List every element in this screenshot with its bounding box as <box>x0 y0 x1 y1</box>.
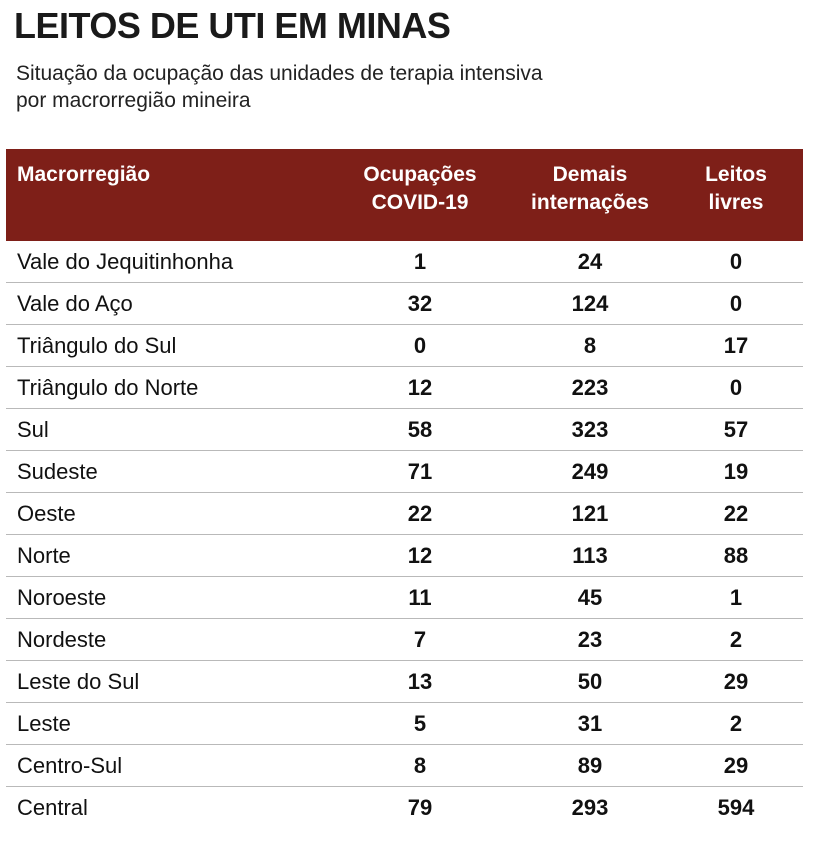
cell-demais-internacoes: 121 <box>511 492 669 535</box>
header-ocupacoes-covid: Ocupações COVID-19 <box>329 149 511 241</box>
cell-macrorregiao: Norte <box>6 534 329 577</box>
icu-beds-table: Macrorregião Ocupações COVID-19 Demais i… <box>6 149 803 828</box>
cell-leitos-livres: 0 <box>669 366 803 409</box>
cell-ocupacoes-covid: 12 <box>329 366 511 409</box>
header-label: livres <box>708 191 764 214</box>
cell-ocupacoes-covid: 13 <box>329 660 511 703</box>
table-row: Triângulo do Sul 0 8 17 <box>6 324 803 367</box>
cell-macrorregiao: Nordeste <box>6 618 329 661</box>
cell-leitos-livres: 2 <box>669 618 803 661</box>
cell-macrorregiao: Central <box>17 794 88 820</box>
cell-leitos-livres: 0 <box>669 282 803 325</box>
cell-ocupacoes-covid: 79 <box>407 794 433 820</box>
header-leitos-livres: Leitos livres <box>669 149 803 241</box>
cell-ocupacoes-covid: 58 <box>329 408 511 451</box>
table-row: Vale do Aço 32 124 0 <box>6 282 803 325</box>
cell-leitos-livres: 0 <box>669 241 803 283</box>
cell-leitos-livres: 594 <box>717 794 755 820</box>
cell-macrorregiao: Vale do Aço <box>6 282 329 325</box>
table-row: Noroeste 11 45 1 <box>6 576 803 619</box>
table-row: Vale do Jequitinhonha 1 24 0 <box>6 241 803 283</box>
cell-leitos-livres: 57 <box>669 408 803 451</box>
header-label: internações <box>531 191 649 214</box>
cell-leitos-livres: 1 <box>669 576 803 619</box>
cell-ocupacoes-covid: 7 <box>329 618 511 661</box>
cell-ocupacoes-covid: 5 <box>329 702 511 745</box>
cell-ocupacoes-covid: 22 <box>329 492 511 535</box>
cell-macrorregiao: Oeste <box>6 492 329 535</box>
table-row: Nordeste 7 23 2 <box>6 618 803 661</box>
table-row: Triângulo do Norte 12 223 0 <box>6 366 803 409</box>
cell-ocupacoes-covid: 11 <box>329 576 511 619</box>
cell-demais-internacoes: 23 <box>511 618 669 661</box>
header-label: Demais <box>552 163 628 186</box>
table-row: Norte 12 113 88 <box>6 534 803 577</box>
page-subtitle: Situação da ocupação das unidades de ter… <box>16 60 543 114</box>
header-macrorregiao: Macrorregião <box>6 149 329 241</box>
table-row: Centro-Sul 8 89 29 <box>6 744 803 787</box>
header-label: COVID-19 <box>371 191 469 214</box>
cell-macrorregiao: Sul <box>6 408 329 451</box>
cell-demais-internacoes: 8 <box>511 324 669 367</box>
cell-demais-internacoes: 124 <box>511 282 669 325</box>
cell-leitos-livres: 88 <box>669 534 803 577</box>
cell-demais-internacoes: 223 <box>511 366 669 409</box>
cell-ocupacoes-covid: 1 <box>329 241 511 283</box>
cell-macrorregiao: Centro-Sul <box>6 744 329 787</box>
table-row: Oeste 22 121 22 <box>6 492 803 535</box>
cell-leitos-livres: 29 <box>669 660 803 703</box>
subtitle-line-1: Situação da ocupação das unidades de ter… <box>16 62 543 85</box>
cell-leitos-livres: 17 <box>669 324 803 367</box>
cell-macrorregiao: Noroeste <box>6 576 329 619</box>
cell-macrorregiao: Triângulo do Norte <box>6 366 329 409</box>
cell-demais-internacoes: 89 <box>511 744 669 787</box>
cell-macrorregiao: Leste <box>6 702 329 745</box>
page-title: LEITOS DE UTI EM MINAS <box>14 5 451 46</box>
cell-macrorregiao: Vale do Jequitinhonha <box>6 241 329 283</box>
table-row: Central 79 293 594 <box>6 787 803 829</box>
table-row: Leste 5 31 2 <box>6 702 803 745</box>
cell-leitos-livres: 22 <box>669 492 803 535</box>
table-row: Sul 58 323 57 <box>6 408 803 451</box>
cell-ocupacoes-covid: 8 <box>329 744 511 787</box>
cell-leitos-livres: 2 <box>669 702 803 745</box>
cell-demais-internacoes: 45 <box>511 576 669 619</box>
cell-demais-internacoes: 24 <box>511 241 669 283</box>
header-demais-internacoes: Demais internações <box>511 149 669 241</box>
cell-demais-internacoes: 31 <box>511 702 669 745</box>
cell-macrorregiao: Sudeste <box>6 450 329 493</box>
cell-ocupacoes-covid: 12 <box>329 534 511 577</box>
table-body: Vale do Jequitinhonha 1 24 0 Vale do Aço 32 12… <box>6 241 803 828</box>
cell-demais-internacoes: 323 <box>511 408 669 451</box>
table-row: Leste do Sul 13 50 29 <box>6 660 803 703</box>
cell-demais-internacoes: 293 <box>571 794 609 820</box>
table-header-row: Macrorregião Ocupações COVID-19 Demais i… <box>6 149 803 241</box>
header-label: Leitos <box>705 163 767 186</box>
cell-macrorregiao: Triângulo do Sul <box>6 324 329 367</box>
header-label: Ocupações <box>363 163 477 186</box>
cell-leitos-livres: 19 <box>669 450 803 493</box>
cell-ocupacoes-covid: 0 <box>329 324 511 367</box>
cell-demais-internacoes: 50 <box>511 660 669 703</box>
cell-ocupacoes-covid: 71 <box>329 450 511 493</box>
cell-demais-internacoes: 113 <box>511 534 669 577</box>
header-label: Macrorregião <box>17 163 151 186</box>
cell-macrorregiao: Leste do Sul <box>6 660 329 703</box>
cell-leitos-livres: 29 <box>669 744 803 787</box>
cell-ocupacoes-covid: 32 <box>329 282 511 325</box>
table-row: Sudeste 71 249 19 <box>6 450 803 493</box>
subtitle-line-2: por macrorregião mineira <box>16 89 251 112</box>
cell-demais-internacoes: 249 <box>511 450 669 493</box>
